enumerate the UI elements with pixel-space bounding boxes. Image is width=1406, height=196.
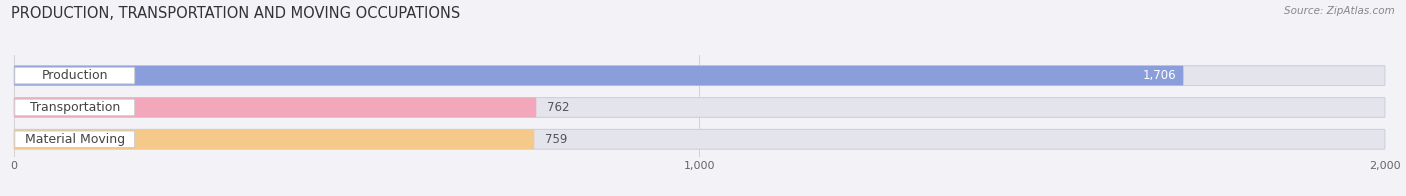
FancyBboxPatch shape bbox=[14, 99, 135, 116]
FancyBboxPatch shape bbox=[14, 67, 135, 84]
Text: 759: 759 bbox=[544, 133, 567, 146]
Text: PRODUCTION, TRANSPORTATION AND MOVING OCCUPATIONS: PRODUCTION, TRANSPORTATION AND MOVING OC… bbox=[11, 6, 461, 21]
FancyBboxPatch shape bbox=[14, 66, 1385, 85]
Text: 1,706: 1,706 bbox=[1143, 69, 1177, 82]
FancyBboxPatch shape bbox=[14, 98, 1385, 117]
FancyBboxPatch shape bbox=[14, 129, 1385, 149]
Text: Material Moving: Material Moving bbox=[25, 133, 125, 146]
Text: Source: ZipAtlas.com: Source: ZipAtlas.com bbox=[1284, 6, 1395, 16]
FancyBboxPatch shape bbox=[14, 98, 536, 117]
FancyBboxPatch shape bbox=[14, 131, 135, 148]
Text: Production: Production bbox=[41, 69, 108, 82]
FancyBboxPatch shape bbox=[14, 66, 1184, 85]
FancyBboxPatch shape bbox=[14, 129, 534, 149]
Text: Transportation: Transportation bbox=[30, 101, 120, 114]
Text: 762: 762 bbox=[547, 101, 569, 114]
